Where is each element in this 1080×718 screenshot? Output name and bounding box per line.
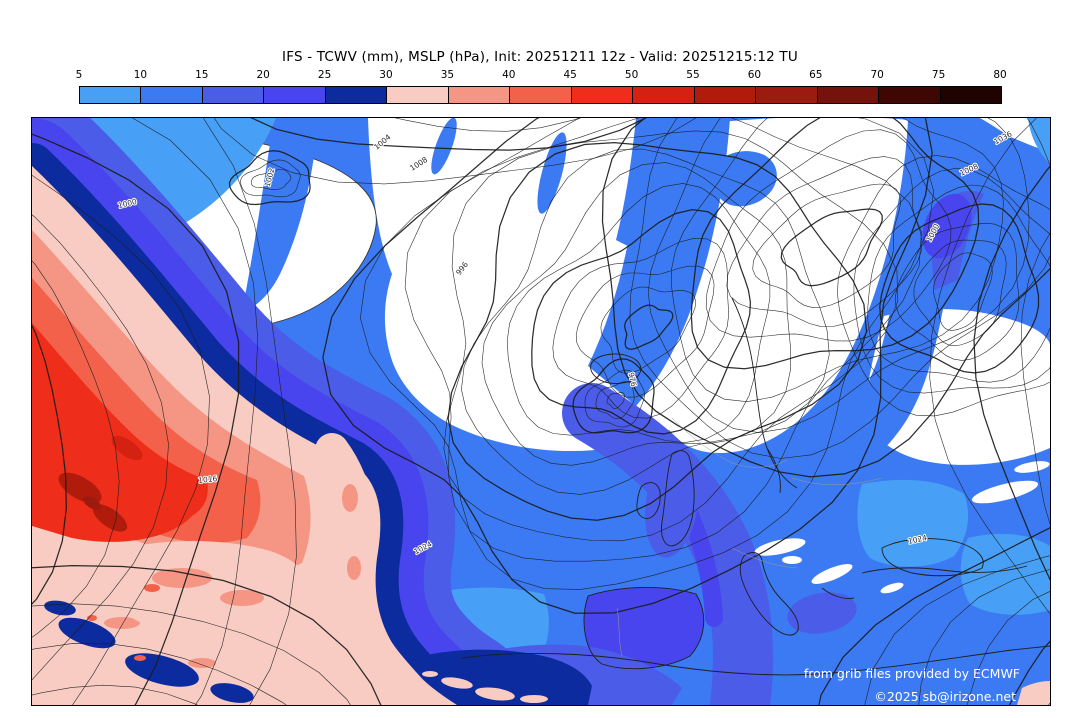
isobar-line <box>443 130 899 542</box>
colorbar-tick: 10 <box>133 69 148 81</box>
isobar-contours <box>32 118 1050 705</box>
isobar-line <box>213 118 697 185</box>
colorbar-cell <box>633 87 695 103</box>
isobar-line <box>32 603 351 705</box>
colorbar-cell <box>510 87 572 103</box>
isobar-line <box>837 155 1050 417</box>
isobar-line <box>705 129 952 342</box>
colorbar-cell <box>879 87 941 103</box>
colorbar-cell <box>571 87 634 103</box>
map-frame: 1004 1008 1000 1002 976 1016 1024 1024 1008 1036 1… <box>31 117 1051 706</box>
colorbar-tick-row: 5 10 15 20 25 30 35 40 45 50 55 60 65 70 75 80 <box>75 69 1007 82</box>
colorbar-cell <box>387 87 449 103</box>
isobar-line <box>933 252 993 331</box>
isobar-line <box>780 208 883 287</box>
colorbar-tick: 35 <box>440 69 455 81</box>
isobar-line <box>481 162 791 466</box>
colorbar-tick: 45 <box>563 69 577 81</box>
colorbar-tick: 25 <box>317 69 332 81</box>
isobar-line <box>531 208 752 435</box>
isobar-line <box>647 118 1030 434</box>
isobar-line <box>690 118 980 370</box>
colorbar-tick: 15 <box>195 69 209 81</box>
isobar-line <box>895 222 1020 361</box>
colorbar-cell <box>264 87 326 103</box>
isobar-line <box>32 133 240 705</box>
isobar-line <box>913 239 1007 347</box>
isobar-line <box>867 184 1050 383</box>
isobar-line <box>600 286 697 374</box>
colorbar-tick: 60 <box>747 69 762 81</box>
isobar-line <box>853 167 1050 394</box>
colorbar-cell <box>756 87 818 103</box>
isobar-line <box>726 156 923 327</box>
isobar-line <box>461 148 830 495</box>
country-borders <box>616 417 883 657</box>
colorbar-cell <box>325 87 388 103</box>
colorbar-tick: 75 <box>931 69 946 81</box>
isobar-line <box>228 150 311 206</box>
isobar-line <box>1020 232 1050 526</box>
mountain-white-spots <box>754 461 1050 594</box>
isobar-line <box>250 118 648 151</box>
coastlines <box>461 297 1050 676</box>
colorbar-tick: 70 <box>870 69 884 81</box>
colorbar-cell <box>940 87 1002 103</box>
colorbar-tick: 40 <box>502 69 516 81</box>
isobar-line <box>973 165 1050 582</box>
isobar-line <box>32 643 287 705</box>
isobar-line <box>606 392 625 409</box>
isobar-line <box>629 118 1050 459</box>
isobar-line <box>575 265 715 398</box>
colorbar-cell <box>817 87 880 103</box>
isobar-line <box>752 183 901 308</box>
colorbar-cell <box>448 87 511 103</box>
isobar-line <box>32 174 210 705</box>
colorbar-tick: 65 <box>809 69 823 81</box>
isobar-line <box>929 118 1050 615</box>
isobar-line <box>32 564 382 705</box>
isobar-line <box>595 381 635 420</box>
isobar-line <box>32 684 198 705</box>
isobar-line <box>552 237 729 419</box>
isobar-line <box>240 159 301 198</box>
isobar-line <box>584 369 645 428</box>
colorbar-cell <box>141 87 203 103</box>
colorbar-tick: 30 <box>379 69 393 81</box>
map-title: IFS - TCWV (mm), MSLP (hPa), Init: 20251… <box>282 49 798 65</box>
isobar-label: 1016 <box>198 474 218 485</box>
colorbar-tick: 20 <box>256 69 270 81</box>
isobar-line <box>624 304 674 350</box>
colorbar-scale <box>79 86 1002 104</box>
isobar-line <box>601 118 1050 478</box>
isobar-line <box>322 118 933 614</box>
isobar-line <box>404 118 922 562</box>
isobar-line <box>32 214 169 681</box>
colorbar-tick: 80 <box>993 69 1007 81</box>
colorbar-tick: 50 <box>624 69 639 81</box>
attribution-copyright: ©2025 sb@irizone.net <box>874 689 1016 704</box>
isobar-line <box>251 169 292 191</box>
colorbar-tick: 55 <box>686 69 700 81</box>
colorbar-cell <box>694 87 757 103</box>
colorbar-cell <box>80 87 142 103</box>
isobar-line <box>506 183 771 443</box>
colorbar: 5 10 15 20 25 30 35 40 45 50 55 60 65 70 75 80 <box>75 69 1007 104</box>
isobar-line <box>671 118 1004 403</box>
colorbar-cell <box>202 87 265 103</box>
attribution-ecmwf: from grib files provided by ECMWF <box>804 666 1020 681</box>
isobar-label: 976 <box>627 372 639 388</box>
isobar-line <box>359 118 935 590</box>
isobar-line <box>879 203 1040 374</box>
colorbar-tick: 5 <box>75 69 83 81</box>
tcwv-fill-regions <box>32 118 1050 705</box>
